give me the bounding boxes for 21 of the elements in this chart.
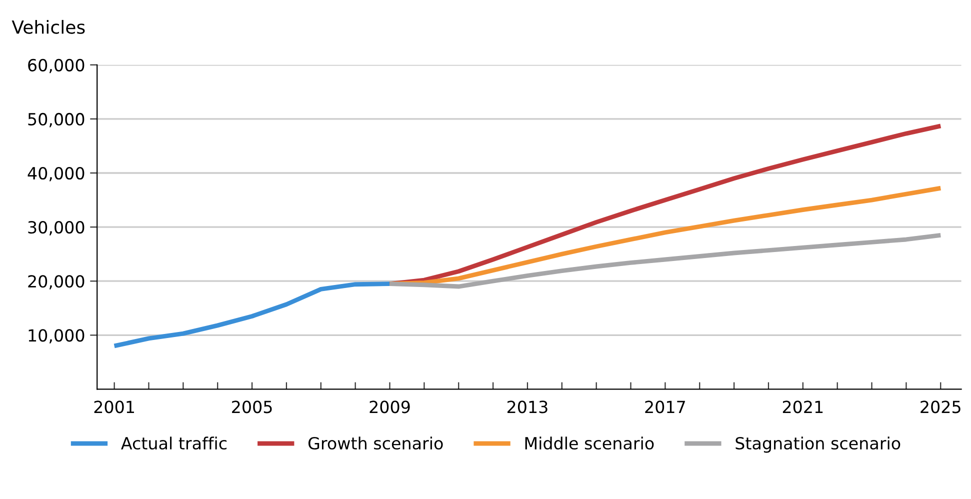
y-tick-label: 20,000 [28, 275, 84, 290]
x-tick-label: 2013 [507, 400, 548, 414]
x-tick-label: 2009 [370, 400, 410, 414]
legend-label: Stagnation scenario [736, 436, 900, 453]
y-tick-label: 60,000 [28, 58, 84, 74]
legend-label: Growth scenario [308, 436, 443, 450]
legend-label: Actual traffic [121, 436, 227, 450]
x-tick-label: 2001 [94, 400, 134, 414]
line-series [388, 232, 943, 289]
y-tick-label: 30,000 [28, 221, 84, 236]
x-tick-label: 2021 [782, 400, 823, 414]
line-series [112, 282, 392, 348]
line-series [388, 186, 943, 286]
x-tick-label: 2025 [920, 400, 960, 414]
y-tick-label: 10,000 [28, 329, 84, 344]
x-tick-label: 2017 [645, 400, 685, 414]
legend-label: Middle scenario [525, 436, 654, 450]
y-tick-label: 50,000 [28, 112, 84, 128]
x-tick-label: 2005 [232, 400, 272, 414]
y-axis-title: Vehicles [12, 20, 85, 34]
y-tick-label: 40,000 [28, 166, 84, 182]
